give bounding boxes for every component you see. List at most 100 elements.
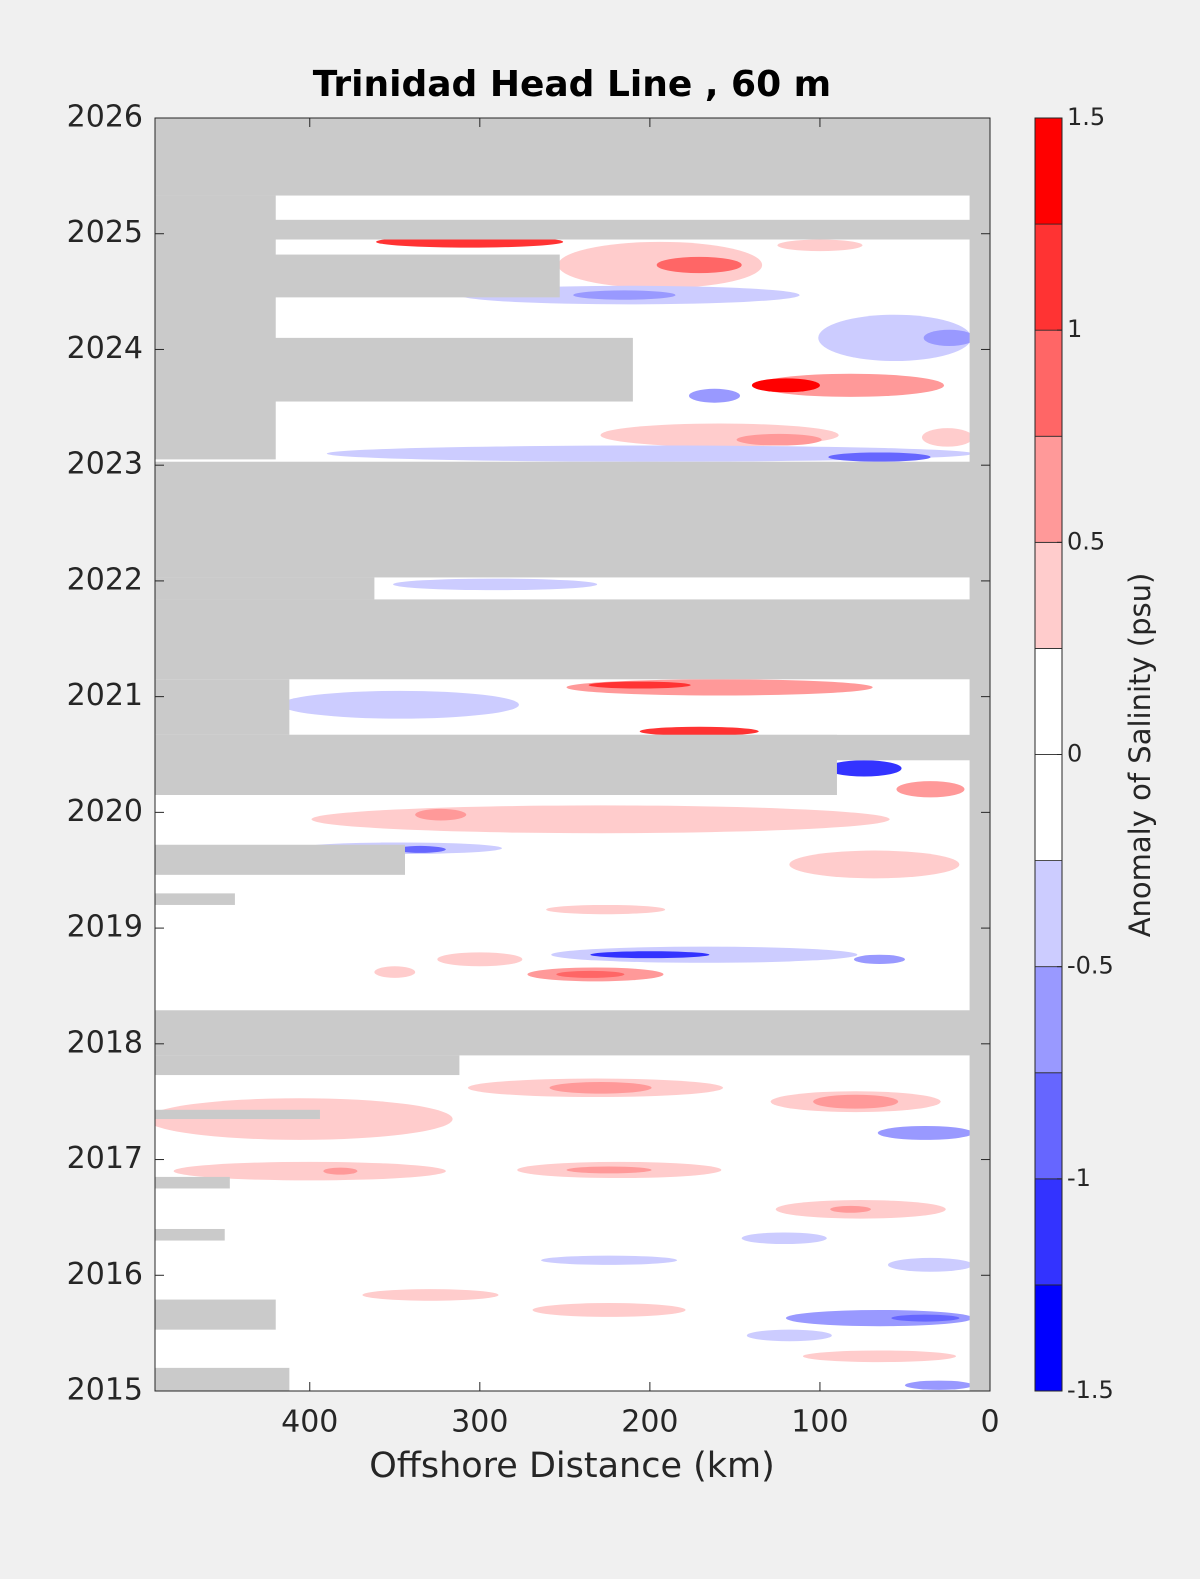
missing-data [155, 1176, 230, 1189]
anomaly-patch [904, 1380, 973, 1390]
anomaly-patch [588, 681, 691, 689]
anomaly-patch [311, 805, 890, 834]
anomaly-patch [746, 1329, 832, 1342]
missing-data [155, 219, 990, 240]
anomaly-patch [549, 1082, 652, 1094]
anomaly-patch [541, 1255, 678, 1265]
colorbar-band [1034, 1178, 1063, 1286]
colorbar-band [1034, 1284, 1063, 1392]
colorbar-band [1034, 860, 1063, 968]
y-tick-label: 2016 [67, 1257, 143, 1292]
anomaly-patch [374, 966, 416, 978]
colorbar-band [1034, 966, 1063, 1074]
colorbar-tick-label: -1 [1067, 1164, 1091, 1192]
colorbar-tick-label: 1.5 [1067, 103, 1105, 131]
anomaly-patch [590, 951, 710, 959]
anomaly-patch [736, 433, 822, 446]
missing-data [155, 577, 375, 600]
missing-data [155, 1055, 460, 1076]
anomaly-patch [437, 952, 523, 967]
anomaly-patch [323, 1167, 358, 1175]
anomaly-patch [362, 1289, 499, 1301]
missing-data [155, 893, 235, 905]
anomaly-patch [826, 760, 902, 777]
x-tick-label: 400 [281, 1405, 338, 1440]
anomaly-patch [896, 781, 965, 798]
missing-data [155, 1299, 276, 1330]
y-tick-label: 2025 [67, 215, 143, 250]
anomaly-patch [566, 1166, 652, 1174]
colorbar-tick-label: 1 [1067, 315, 1082, 343]
colorbar-band [1034, 435, 1063, 543]
missing-data [155, 1367, 290, 1391]
colorbar-band [1034, 329, 1063, 437]
anomaly-patch [741, 1232, 827, 1245]
anomaly-patch [923, 329, 975, 346]
anomaly-patch [639, 726, 759, 736]
missing-data [155, 679, 290, 735]
x-tick-label: 300 [451, 1405, 508, 1440]
x-tick-label: 200 [621, 1405, 678, 1440]
anomaly-patch [415, 808, 467, 821]
chart-title: Trinidad Head Line , 60 m [313, 64, 831, 105]
anomaly-patch [921, 428, 973, 447]
missing-data [155, 1010, 990, 1056]
anomaly-patch [546, 904, 666, 915]
y-tick-label: 2024 [67, 331, 143, 366]
colorbar-tick-label: -0.5 [1067, 952, 1114, 980]
y-tick-label: 2023 [67, 447, 143, 482]
x-axis-label: Offshore Distance (km) [369, 1446, 775, 1486]
anomaly-patch [828, 452, 931, 462]
field [155, 118, 990, 1391]
anomaly-patch [891, 1314, 960, 1322]
anomaly-patch [394, 845, 446, 853]
anomaly-patch [556, 970, 625, 978]
anomaly-patch [813, 1094, 899, 1109]
anomaly-patch [393, 578, 598, 591]
colorbar-tick-label: 0 [1067, 740, 1082, 768]
anomaly-patch [877, 1125, 973, 1140]
anomaly-patch [173, 1161, 446, 1181]
missing-data [155, 254, 560, 298]
anomaly-patch [688, 388, 741, 403]
anomaly-patch [573, 290, 676, 300]
colorbar-tick-label: -1.5 [1067, 1376, 1114, 1404]
anomaly-patch [789, 850, 960, 879]
y-tick-label: 2018 [67, 1025, 143, 1060]
y-tick-label: 2017 [67, 1141, 143, 1176]
colorbar-band [1034, 117, 1063, 225]
x-tick-label: 100 [791, 1405, 848, 1440]
colorbar-band [1034, 223, 1063, 331]
missing-data [155, 844, 405, 875]
anomaly-patch [887, 1257, 973, 1272]
anomaly-patch [656, 256, 742, 274]
plot-frame [154, 117, 991, 1392]
colorbar-band [1034, 754, 1063, 861]
anomaly-patch [853, 954, 905, 964]
colorbar-band [1034, 648, 1063, 755]
anomaly-patch [818, 314, 972, 362]
anomaly-patch [830, 1205, 871, 1213]
anomaly-patch [802, 1350, 956, 1363]
y-tick-label: 2020 [67, 794, 143, 829]
colorbar-band [1034, 1072, 1063, 1180]
missing-data [155, 337, 633, 402]
y-tick-label: 2021 [67, 678, 143, 713]
missing-data [155, 1228, 225, 1241]
missing-data [155, 118, 990, 196]
y-tick-label: 2022 [67, 562, 143, 597]
missing-data [155, 195, 276, 460]
missing-data [155, 734, 990, 761]
y-tick-label: 2019 [67, 910, 143, 945]
y-tick-label: 2015 [67, 1373, 143, 1408]
missing-data [155, 1109, 320, 1120]
missing-data [155, 599, 990, 680]
colorbar-tick-label: 0.5 [1067, 527, 1105, 555]
x-tick-label: 0 [980, 1405, 999, 1440]
anomaly-patch [326, 445, 973, 462]
anomaly-patch [777, 239, 863, 252]
anomaly-patch [751, 378, 820, 393]
colorbar-band [1034, 541, 1063, 649]
